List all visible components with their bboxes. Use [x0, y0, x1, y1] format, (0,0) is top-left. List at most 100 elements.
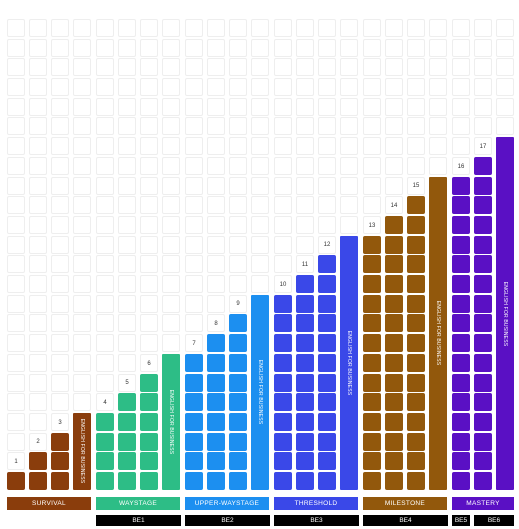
grid-cell — [118, 275, 136, 293]
grid-cell — [73, 176, 91, 195]
grid-cell — [496, 58, 514, 77]
grid-cell — [318, 215, 336, 234]
grid-cell — [7, 137, 25, 156]
level-16-block — [452, 472, 470, 490]
grid-cell — [29, 156, 47, 175]
band-upper-waystage: UPPER-WAYSTAGE — [185, 497, 269, 510]
grid-cell — [51, 393, 69, 412]
level-17-block — [474, 235, 492, 254]
grid-cell — [251, 196, 269, 215]
level-14-block — [385, 412, 403, 431]
grid-cell — [318, 235, 336, 254]
level-14-block — [385, 294, 403, 313]
grid-cell — [118, 255, 136, 274]
grid-cell — [296, 18, 314, 37]
grid-cell — [429, 18, 447, 37]
grid-cell — [118, 215, 136, 234]
grid-cell — [96, 137, 114, 156]
grid-cell — [407, 38, 425, 57]
grid-cell — [140, 275, 158, 293]
level-2-block — [29, 452, 47, 471]
level-17-block — [474, 294, 492, 313]
grid-cell — [340, 97, 358, 116]
level-number-6: 6 — [147, 360, 151, 367]
level-number-17: 17 — [479, 143, 487, 150]
grid-cell — [363, 58, 381, 77]
grid-cell — [7, 353, 25, 372]
level-16-block — [452, 432, 470, 451]
grid-cell — [73, 196, 91, 215]
grid-cell — [385, 137, 403, 156]
grid-cell — [7, 412, 25, 431]
grid-cell — [7, 373, 25, 392]
grid-cell — [162, 137, 180, 156]
grid-cell — [296, 156, 314, 175]
grid-cell — [162, 215, 180, 234]
level-3-block — [51, 452, 69, 471]
level-17-block — [474, 472, 492, 490]
grid-cell — [229, 137, 247, 156]
grid-cell — [274, 78, 292, 96]
grid-cell — [29, 314, 47, 333]
grid-cell — [229, 38, 247, 57]
level-17-block — [474, 314, 492, 333]
band-mastery: MASTERY — [452, 497, 514, 510]
grid-cell — [185, 334, 203, 353]
level-13-block — [363, 294, 381, 313]
grid-cell — [140, 334, 158, 353]
grid-cell — [385, 18, 403, 37]
level-14-block — [385, 334, 403, 353]
grid-cell — [140, 176, 158, 195]
grid-cell — [340, 78, 358, 96]
level-13-block — [363, 373, 381, 392]
grid-cell — [118, 18, 136, 37]
grid-cell — [73, 235, 91, 254]
grid-cell — [96, 176, 114, 195]
grid-cell — [229, 235, 247, 254]
grid-cell — [140, 196, 158, 215]
band-survival: SURVIVAL — [7, 497, 91, 510]
grid-cell — [474, 78, 492, 96]
level-8-block — [207, 334, 225, 353]
grid-cell — [73, 78, 91, 96]
grid-cell — [429, 156, 447, 175]
grid-cell — [318, 38, 336, 57]
grid-cell — [452, 117, 470, 136]
grid-cell — [96, 294, 114, 313]
grid-cell — [29, 412, 47, 431]
level-16-block — [452, 294, 470, 313]
grid-cell — [162, 334, 180, 353]
level-16-block — [452, 393, 470, 412]
grid-cell — [296, 78, 314, 96]
grid-cell — [229, 215, 247, 234]
grid-cell — [429, 97, 447, 116]
grid-cell — [274, 58, 292, 77]
level-13-block — [363, 472, 381, 490]
level-13-block — [363, 314, 381, 333]
grid-cell — [140, 97, 158, 116]
grid-cell — [340, 38, 358, 57]
grid-cell — [340, 18, 358, 37]
level-5-block — [118, 472, 136, 490]
grid-cell — [385, 117, 403, 136]
level-15-block — [407, 472, 425, 490]
grid-cell — [7, 334, 25, 353]
level-number-10: 10 — [279, 281, 287, 288]
level-14-block — [385, 452, 403, 471]
grid-cell — [140, 255, 158, 274]
grid-cell — [251, 78, 269, 96]
grid-cell — [207, 235, 225, 254]
level-15-block — [407, 412, 425, 431]
grid-cell — [7, 78, 25, 96]
grid-cell — [96, 334, 114, 353]
grid-cell — [251, 235, 269, 254]
grid-cell — [29, 18, 47, 37]
level-14-block — [385, 393, 403, 412]
grid-cell — [496, 38, 514, 57]
grid-cell — [185, 196, 203, 215]
grid-cell — [118, 334, 136, 353]
grid-cell — [363, 38, 381, 57]
be-label-be4: BE4 — [363, 515, 448, 526]
level-15-block — [407, 235, 425, 254]
